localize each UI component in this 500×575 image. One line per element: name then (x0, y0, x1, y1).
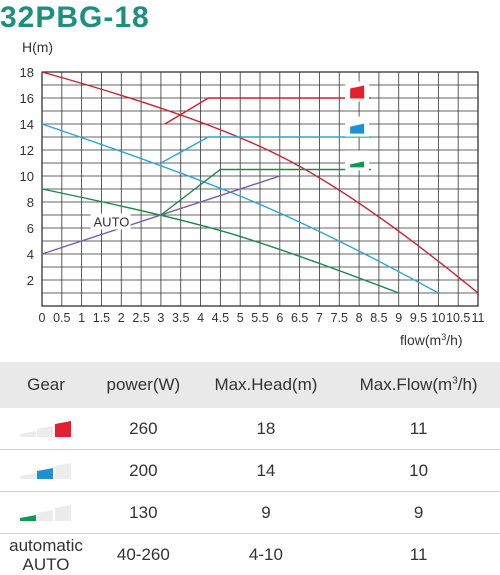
header-power: power(W) (92, 362, 195, 408)
x-tick-label: 6 (276, 311, 283, 325)
x-tick-label: 0 (39, 311, 46, 325)
header-gear: Gear (0, 362, 92, 408)
green-gear-icon-graphic (18, 504, 74, 522)
gear-level-active (37, 468, 53, 479)
x-tick-label: 4 (197, 311, 204, 325)
x-axis-label-end: /h) (446, 332, 462, 348)
x-tick-label: 7 (316, 311, 323, 325)
red-gear-icon (18, 419, 74, 438)
x-tick-label: 2.5 (132, 311, 149, 325)
gear-cell (0, 408, 92, 450)
blue-gear-icon-graphic (18, 462, 74, 480)
x-tick-label: 2 (118, 311, 125, 325)
gear-level-active (20, 515, 36, 521)
gear-level-inactive (37, 426, 53, 437)
y-tick-label: 6 (27, 221, 34, 236)
x-tick-label: 11 (472, 311, 485, 325)
table-row: 200 14 10 (0, 450, 500, 492)
red-gear-icon-graphic (18, 420, 74, 438)
header-max-flow: Max.Flow(m3/h) (337, 362, 500, 408)
y-tick-label: 10 (20, 169, 34, 184)
x-tick-label: 9 (395, 311, 402, 325)
auto-annotation: AUTO (94, 215, 130, 230)
x-tick-label: 4.5 (212, 311, 229, 325)
x-tick-label: 6.5 (291, 311, 308, 325)
head-cell: 4-10 (195, 534, 337, 575)
head-cell: 14 (195, 450, 337, 492)
gear-level-inactive (37, 510, 53, 521)
gear-cell (0, 492, 92, 534)
flow-cell: 11 (337, 408, 500, 450)
flow-cell: 11 (337, 534, 500, 575)
x-tick-label: 9.5 (410, 311, 427, 325)
flow-cell: 10 (337, 450, 500, 492)
x-axis-label: flow(m3/h) (400, 332, 463, 348)
x-tick-label: 3.5 (172, 311, 189, 325)
gear-level-inactive (55, 505, 71, 521)
y-tick-labels: 2 4 6 8 10 12 14 16 18 (20, 65, 34, 288)
x-tick-label: 8 (356, 311, 363, 325)
table-row: 260 18 11 (0, 408, 500, 450)
power-cell: 40-260 (92, 534, 195, 575)
header-max-head: Max.Head(m) (195, 362, 337, 408)
y-tick-label: 8 (27, 195, 34, 210)
green-gear-icon (18, 503, 74, 522)
gear-level-inactive (55, 463, 71, 479)
x-axis-label-text: flow(m (400, 332, 441, 348)
flow-cell: 9 (337, 492, 500, 534)
gear-level-active (55, 421, 71, 437)
y-tick-label: 12 (20, 143, 34, 158)
blue-gear-icon (18, 461, 74, 480)
power-cell: 200 (92, 450, 195, 492)
x-tick-label: 10 (431, 311, 445, 325)
y-tick-label: 2 (27, 273, 34, 288)
head-cell: 9 (195, 492, 337, 534)
x-tick-label: 0.5 (53, 311, 70, 325)
x-tick-label: 8.5 (370, 311, 387, 325)
table-row: 130 9 9 (0, 492, 500, 534)
y-axis-label: H(m) (22, 39, 53, 55)
y-tick-label: 16 (20, 91, 34, 106)
head-cell: 18 (195, 408, 337, 450)
gear-level-inactive (20, 431, 36, 437)
gear-cell (0, 450, 92, 492)
gear-spec-table: Gear power(W) Max.Head(m) Max.Flow(m3/h)… (0, 362, 500, 575)
pump-curve-chart: 0 0.5 1 1.5 2 2.5 3 3.5 4 4.5 5 5.5 6 6.5 7 7.5 8 8.5 9 9.5… (0, 0, 500, 360)
y-tick-label: 4 (27, 247, 34, 262)
x-tick-label: 10.5 (446, 311, 470, 325)
x-tick-label: 3 (157, 311, 164, 325)
gear-level-inactive (20, 473, 36, 479)
x-tick-label: 1.5 (93, 311, 110, 325)
x-tick-label: 1 (78, 311, 85, 325)
x-tick-label: 5.5 (251, 311, 268, 325)
x-tick-labels: 0 0.5 1 1.5 2 2.5 3 3.5 4 4.5 5 5.5 6 6.5 7 7.5 8 8.5 9 9.5… (39, 311, 485, 325)
x-tick-label: 7.5 (331, 311, 348, 325)
power-cell: 130 (92, 492, 195, 534)
chart-grid (42, 72, 478, 306)
power-cell: 260 (92, 408, 195, 450)
y-tick-label: 18 (20, 65, 34, 80)
x-tick-label: 5 (237, 311, 244, 325)
table-header-row: Gear power(W) Max.Head(m) Max.Flow(m3/h) (0, 362, 500, 408)
y-tick-label: 14 (20, 117, 34, 132)
